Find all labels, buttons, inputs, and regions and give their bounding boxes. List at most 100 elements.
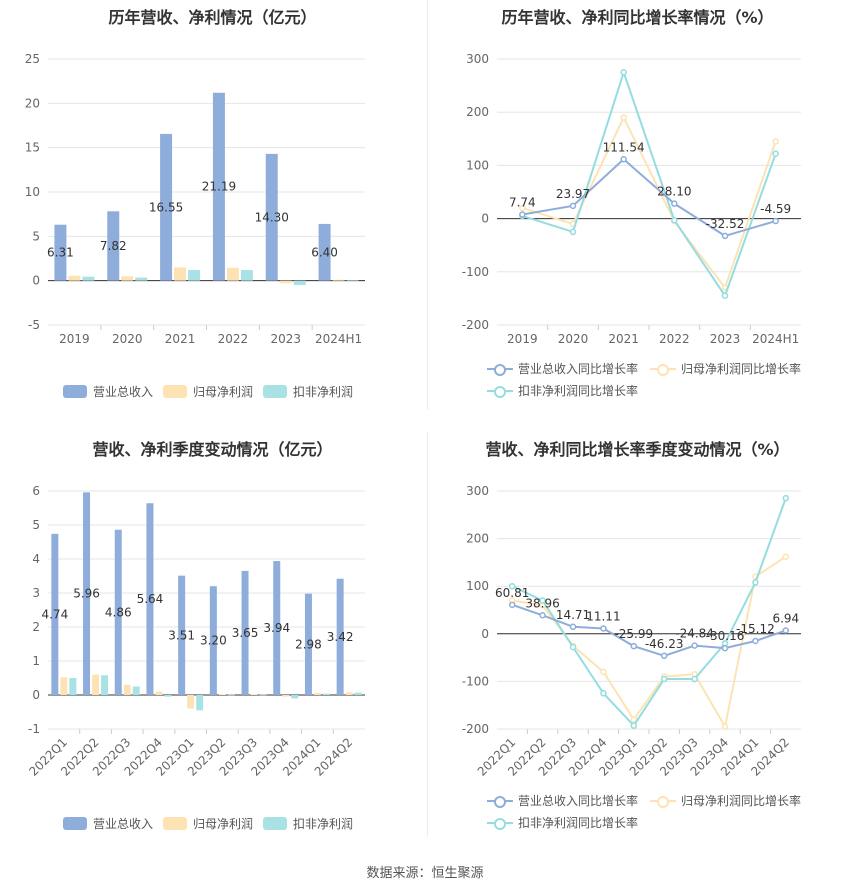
data-label: -25.99 <box>614 627 653 641</box>
chart-title: 历年营收、净利情况（亿元） <box>108 8 317 27</box>
quarterly-line-chart: -200-10001002003002022Q12022Q22022Q32022… <box>462 484 801 779</box>
bar-revenue <box>107 211 120 281</box>
legend-item-deducted-profit[interactable]: 扣非净利润 <box>263 815 353 832</box>
legend-item-net-profit[interactable]: 归母净利润 <box>163 383 253 400</box>
y-tick-label: 4 <box>32 552 40 566</box>
y-tick-label: -200 <box>462 722 489 736</box>
series-line-2 <box>522 69 777 298</box>
legend-item-revenue[interactable]: 营业总收入 <box>63 383 153 400</box>
bar-deducted-profit <box>259 694 267 696</box>
data-label: 6.31 <box>47 246 74 260</box>
data-label: 3.51 <box>168 628 195 642</box>
y-tick-label: 0 <box>481 627 489 641</box>
legend-label: 扣非净利润同比增长率 <box>518 384 639 398</box>
data-label: 11.11 <box>586 610 620 624</box>
legend-item-deducted-growth[interactable]: 扣非净利润同比增长率 <box>487 382 638 399</box>
bar-revenue <box>304 593 312 695</box>
bar-revenue <box>318 223 331 281</box>
y-tick-label: 300 <box>466 52 489 66</box>
legend-label: 营业总收入 <box>93 385 154 399</box>
data-label: 3.20 <box>200 634 227 648</box>
bar-deducted-profit <box>164 695 172 697</box>
bar-deducted-profit <box>135 277 148 281</box>
bar-revenue <box>273 561 281 695</box>
y-tick-label: 25 <box>25 52 40 66</box>
legend-item-revenue-growth[interactable]: 营业总收入同比增长率 <box>487 792 638 809</box>
data-point <box>721 292 729 299</box>
bar-net-profit <box>282 695 290 697</box>
data-point <box>600 690 607 697</box>
legend-swatch <box>263 385 287 398</box>
data-point <box>630 716 638 723</box>
legend-label: 营业总收入 <box>93 817 154 831</box>
bar-deducted-profit <box>196 695 204 711</box>
legend-item-deducted-profit[interactable]: 扣非净利润 <box>263 383 353 400</box>
y-tick-label: 200 <box>466 105 489 119</box>
bar-net-profit <box>313 692 321 695</box>
y-tick-label: -100 <box>462 674 489 688</box>
data-point <box>782 627 790 634</box>
legend-swatch <box>263 817 287 830</box>
legend-swatch <box>650 362 676 376</box>
legend-item-net-growth[interactable]: 归母净利润同比增长率 <box>650 360 801 377</box>
legend-item-revenue[interactable]: 营业总收入 <box>63 815 153 832</box>
bar-net-profit <box>187 695 195 709</box>
data-label: 14.30 <box>255 210 289 224</box>
legend-label: 扣非净利润同比增长率 <box>518 816 639 830</box>
data-point <box>721 232 729 240</box>
legend-item-net-growth[interactable]: 归母净利润同比增长率 <box>650 792 801 809</box>
quarterly-growth-panel: 营收、净利同比增长率季度变动情况（%） -200 -100 0 100 200 300 20… <box>425 432 850 862</box>
data-point <box>569 643 577 651</box>
data-label: 38.96 <box>525 596 559 610</box>
legend-swatch <box>487 794 513 808</box>
legend-label: 归母净利润 <box>193 817 254 831</box>
y-tick-label: -5 <box>28 318 40 332</box>
legend-swatch <box>63 817 87 830</box>
annual-growth-panel: 历年营收、净利同比增长率情况（%） -200 -100 0 100 200 300 2019… <box>425 0 850 430</box>
legend-label: 扣非净利润 <box>293 817 354 831</box>
y-tick-label: 100 <box>466 158 489 172</box>
y-tick-label: 6 <box>32 484 40 498</box>
data-label: 4.74 <box>41 607 68 621</box>
legend-item-net-profit[interactable]: 归母净利润 <box>163 815 253 832</box>
legend-item-revenue-growth[interactable]: 营业总收入同比增长率 <box>487 360 638 377</box>
data-label: -24.84 <box>675 627 714 641</box>
data-point <box>519 204 526 212</box>
y-tick-label: -200 <box>462 318 489 332</box>
bar-deducted-profit <box>101 675 109 695</box>
x-tick-label: 2022 <box>659 332 690 346</box>
bar-net-profit <box>155 691 163 695</box>
y-tick-label: 200 <box>466 532 489 546</box>
series-line-0 <box>511 603 787 657</box>
bar-deducted-profit <box>322 693 330 695</box>
bar-revenue <box>83 492 91 695</box>
bar-revenue <box>54 224 67 281</box>
series-line-0 <box>522 157 776 237</box>
data-point <box>691 675 698 683</box>
legend-item-deducted-growth[interactable]: 扣非净利润同比增长率 <box>487 814 638 831</box>
bar-net-profit <box>92 674 100 695</box>
series-line-1 <box>522 115 777 290</box>
data-point <box>660 652 668 660</box>
data-label: 3.42 <box>327 630 354 644</box>
y-tick-label: 0 <box>32 274 40 288</box>
data-point <box>539 597 546 604</box>
bar-revenue <box>212 92 225 281</box>
data-point <box>691 642 698 649</box>
data-point <box>772 138 779 145</box>
y-tick-label: 5 <box>32 518 40 532</box>
data-point <box>782 494 790 502</box>
bar-deducted-profit <box>346 279 359 281</box>
data-label: 60.81 <box>495 586 529 600</box>
bar-net-profit <box>332 279 345 281</box>
data-point <box>508 601 516 609</box>
y-tick-label: 5 <box>32 229 40 243</box>
panel-divider <box>427 0 428 410</box>
bar-net-profit <box>123 684 131 695</box>
bar-net-profit <box>174 267 187 281</box>
legend-swatch <box>163 385 187 398</box>
x-tick-label: 2024H1 <box>315 332 362 346</box>
data-point <box>620 156 627 163</box>
x-tick-label: 2021 <box>608 332 639 346</box>
data-label: 23.97 <box>556 187 590 201</box>
